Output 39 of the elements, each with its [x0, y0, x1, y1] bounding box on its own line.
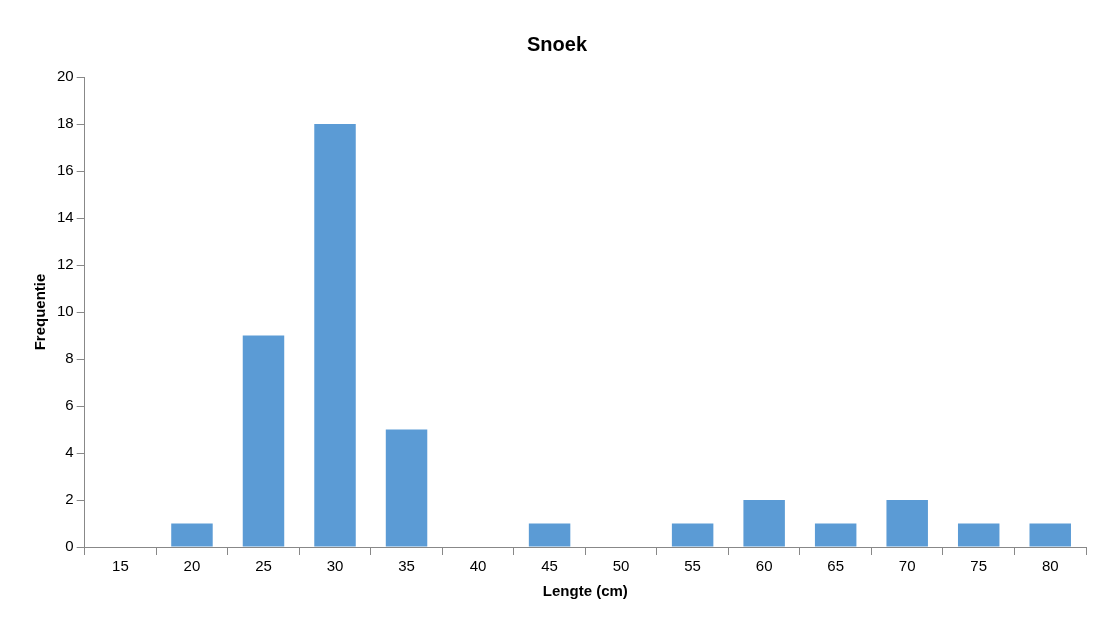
- bar: [671, 523, 714, 547]
- bar: [242, 335, 285, 547]
- x-tick-label: 35: [398, 557, 415, 575]
- bar: [1029, 523, 1071, 547]
- bar: [314, 124, 356, 547]
- y-tick-label: 18: [57, 114, 74, 132]
- x-tick-label: 40: [469, 557, 487, 575]
- x-tick-label: 55: [684, 557, 701, 575]
- bar: [814, 523, 857, 547]
- y-tick-label: 6: [65, 396, 74, 414]
- bar: [957, 523, 1000, 547]
- x-tick-label: 60: [755, 557, 773, 575]
- x-axis-title: Lengte (cm): [542, 582, 628, 600]
- y-tick-label: 0: [65, 537, 74, 555]
- y-tick-label: 4: [65, 443, 74, 461]
- y-tick-label: 10: [57, 302, 74, 320]
- bar: [743, 500, 785, 547]
- bar: [171, 523, 213, 547]
- x-tick-label: 15: [112, 557, 129, 575]
- y-tick-label: 12: [57, 255, 74, 273]
- y-tick-label: 8: [65, 349, 74, 367]
- bar: [528, 523, 571, 547]
- x-tick-label: 65: [827, 557, 845, 575]
- x-tick-label: 75: [970, 557, 988, 575]
- y-tick-label: 14: [57, 208, 74, 226]
- y-tick-label: 20: [57, 67, 74, 85]
- y-tick-label: 2: [65, 490, 74, 508]
- x-tick-label: 25: [255, 557, 272, 575]
- x-tick-label: 70: [898, 557, 916, 575]
- x-tick-label: 20: [183, 557, 201, 575]
- x-tick-label: 45: [541, 557, 558, 575]
- y-axis-title: Frequentie: [31, 273, 49, 351]
- x-tick-label: 50: [612, 557, 630, 575]
- x-tick-label: 30: [326, 557, 344, 575]
- y-tick-label: 16: [57, 161, 74, 179]
- chart-title: Snoek: [526, 32, 588, 55]
- x-tick-label: 80: [1041, 557, 1059, 575]
- bar: [385, 429, 428, 547]
- bar: [886, 500, 928, 547]
